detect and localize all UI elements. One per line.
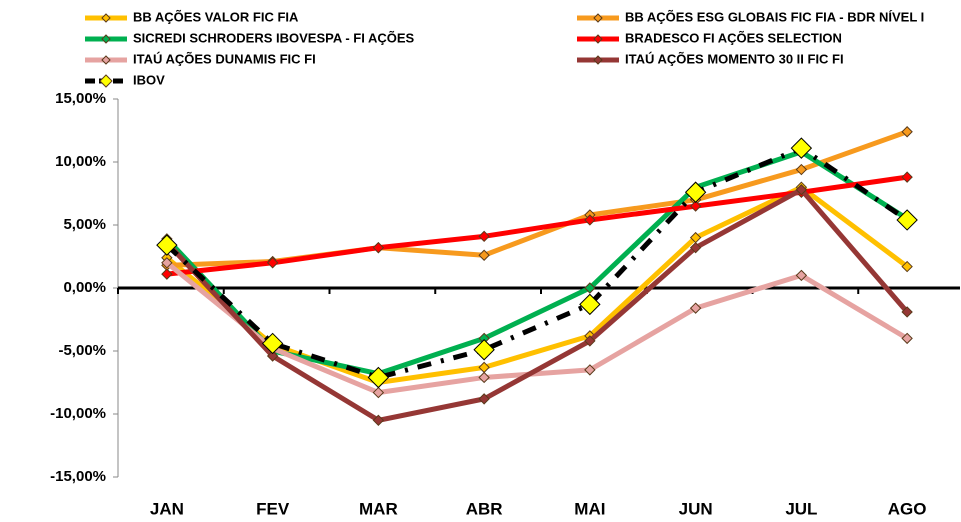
data-point [584, 364, 596, 376]
data-point [478, 393, 490, 405]
data-point [372, 414, 385, 427]
series-line [165, 260, 909, 396]
legend-label: ITAÚ AÇÕES MOMENTO 30 II FIC FI [625, 51, 844, 66]
data-point [790, 137, 813, 159]
data-point [266, 350, 279, 362]
data-point [156, 234, 178, 256]
data-point [901, 306, 913, 318]
data-point [901, 332, 913, 345]
series-line [165, 145, 909, 380]
legend-marker [593, 55, 603, 65]
y-tick-label: -15,00% [50, 468, 106, 485]
x-tick-label: JAN [150, 499, 184, 518]
data-point [473, 339, 495, 361]
x-tick-label: JUN [679, 499, 713, 518]
data-point [261, 332, 284, 355]
data-point [901, 171, 913, 183]
x-tick-label: FEV [256, 499, 290, 518]
legend-label: BRADESCO FI AÇÕES SELECTION [625, 30, 842, 45]
legend-label: ITAÚ AÇÕES DUNAMIS FIC FI [133, 51, 316, 66]
legend-label: SICREDI SCHRODERS IBOVESPA - FI AÇÕES [133, 30, 415, 45]
data-point [584, 335, 596, 347]
data-point [367, 366, 390, 389]
legend-label: BB AÇÕES VALOR FIC FIA [133, 9, 299, 24]
x-tick-label: MAI [574, 499, 605, 518]
data-point [579, 293, 601, 316]
data-point [584, 214, 596, 226]
data-point [684, 181, 707, 203]
data-point [478, 371, 490, 384]
data-point [372, 241, 385, 254]
legend-marker [101, 13, 111, 23]
data-point [795, 163, 808, 176]
x-tick-label: ABR [466, 499, 503, 518]
data-point [795, 269, 808, 282]
y-tick-label: 10,00% [55, 153, 106, 170]
legend-label: IBOV [133, 72, 165, 87]
data-point [266, 257, 279, 269]
y-tick-label: -10,00% [50, 405, 106, 422]
data-point [584, 282, 596, 294]
x-tick-label: JUL [785, 499, 817, 518]
data-point [896, 209, 918, 231]
legend-marker [593, 34, 603, 44]
data-point [478, 230, 490, 243]
series-line [165, 187, 910, 423]
legend-marker [101, 34, 111, 44]
data-point [478, 249, 490, 261]
data-point [795, 184, 808, 196]
x-tick-label: MAR [359, 499, 398, 518]
data-point [901, 126, 913, 138]
data-point [372, 386, 385, 399]
y-tick-label: 0,00% [63, 279, 106, 296]
y-tick-label: 15,00% [55, 90, 106, 107]
data-point [901, 260, 913, 273]
x-tick-label: AGO [888, 499, 927, 518]
legend-marker [101, 55, 111, 65]
legend-marker [99, 74, 113, 88]
data-point [689, 241, 702, 254]
legend-label: BB AÇÕES ESG GLOBAIS FIC FIA - BDR NÍVEL… [625, 9, 924, 24]
data-point [161, 257, 173, 269]
series-line [166, 174, 908, 277]
data-point [161, 268, 173, 280]
y-tick-label: -5,00% [58, 342, 106, 359]
data-point [689, 200, 702, 212]
legend-marker [593, 13, 603, 23]
y-tick-label: 5,00% [63, 216, 106, 233]
data-point [689, 302, 702, 314]
